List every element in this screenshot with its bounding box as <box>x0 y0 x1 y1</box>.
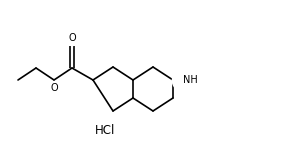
Text: NH: NH <box>183 75 198 85</box>
Text: O: O <box>68 33 76 43</box>
Text: O: O <box>50 83 58 93</box>
Text: HCl: HCl <box>95 123 115 136</box>
